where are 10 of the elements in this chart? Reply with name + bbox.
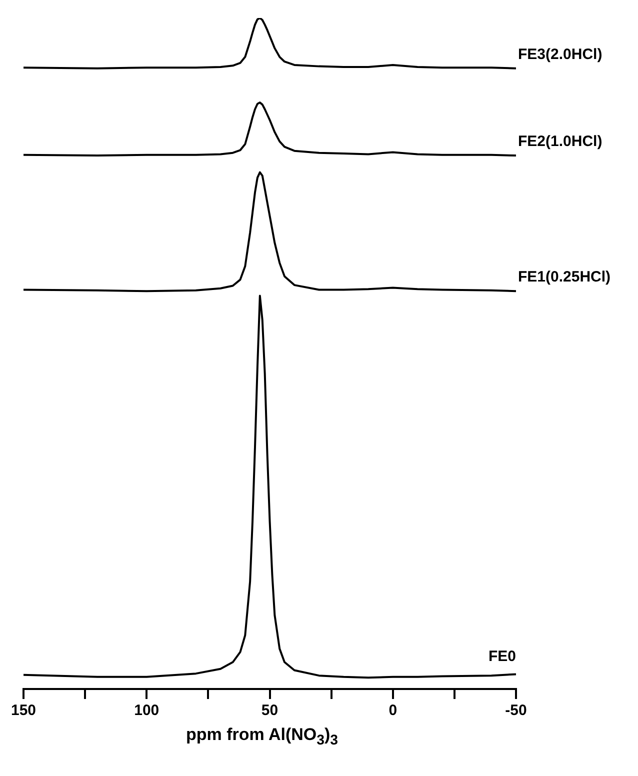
series-label: FE0 <box>488 648 516 665</box>
series-label: FE1(0.25HCl) <box>518 268 611 286</box>
x-tick-label: 150 <box>11 702 36 720</box>
x-tick-label: 0 <box>388 702 398 720</box>
x-tick-label: -50 <box>505 702 527 720</box>
series-label: FE3(2.0HCl) <box>518 46 602 63</box>
series-label: FE2(1.0HCl) <box>518 133 602 150</box>
x-axis-title: ppm from Al(NO$_{3}$)$_{3}$ <box>184 725 340 748</box>
x-tick-label: 50 <box>261 702 278 720</box>
x-tick-label: 100 <box>134 702 160 720</box>
